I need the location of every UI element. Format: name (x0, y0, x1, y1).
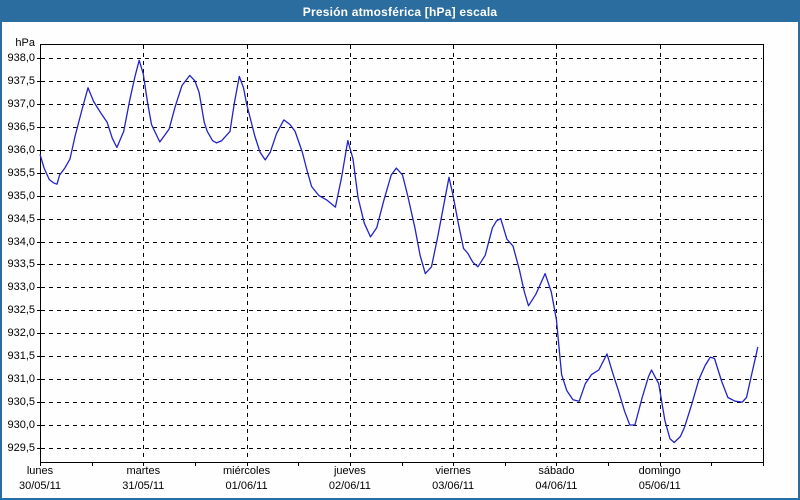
y-tick-label: 937,0 (7, 97, 35, 110)
y-axis-unit-label: hPa (15, 37, 35, 49)
y-tick-label: 933,0 (7, 281, 35, 294)
y-tick-label: 936,0 (7, 143, 35, 156)
day-date: 05/06/11 (638, 480, 681, 492)
day-date: 30/05/11 (18, 480, 62, 492)
y-tick-label: 938,0 (7, 52, 35, 64)
pressure-line-series (39, 59, 759, 444)
day-name: domingo (638, 465, 681, 477)
day-name: sábado (538, 465, 575, 477)
y-tick-label: 937,5 (7, 74, 35, 87)
x-day-label: viernes 03/06/11 (432, 464, 474, 494)
y-tick-label: 932,0 (7, 327, 35, 340)
y-tick-label: 935,0 (7, 189, 35, 202)
y-tick-label: 932,5 (7, 304, 35, 317)
day-date: 01/06/11 (225, 480, 268, 492)
y-tick-label: 934,5 (7, 212, 35, 225)
x-day-label: martes 31/05/11 (122, 464, 164, 494)
day-name: miércoles (223, 465, 271, 477)
day-date: 02/06/11 (328, 480, 371, 492)
day-date: 03/06/11 (432, 480, 475, 492)
day-name: lunes (26, 465, 54, 477)
x-day-label: domingo 05/06/11 (639, 464, 681, 494)
y-tick-label: 931,0 (7, 373, 35, 386)
y-tick-label: 930,5 (7, 396, 35, 409)
plot-area (37, 44, 764, 466)
day-name: martes (126, 465, 161, 477)
y-tick-label: 936,5 (7, 120, 35, 133)
y-tick-label: 930,0 (7, 419, 35, 432)
day-date: 04/06/11 (535, 480, 578, 492)
day-name: viernes (435, 465, 471, 477)
y-tick-label: 929,5 (7, 441, 35, 454)
y-tick-label: 935,5 (7, 166, 35, 179)
y-tick-label: 933,5 (7, 258, 35, 271)
day-name: jueves (333, 465, 366, 477)
x-day-label: jueves 02/06/11 (329, 464, 371, 494)
x-day-label: sábado 04/06/11 (535, 464, 577, 494)
day-date: 31/05/11 (122, 480, 165, 492)
chart-title: Presión atmosférica [hPa] escala (302, 5, 498, 19)
chart-title-bar: Presión atmosférica [hPa] escala (2, 2, 798, 22)
x-day-label: lunes 30/05/11 (19, 464, 61, 494)
x-day-label: miércoles 01/06/11 (223, 464, 270, 494)
y-tick-label: 934,0 (7, 235, 35, 248)
y-tick-label: 931,5 (7, 350, 35, 363)
plot-border (40, 44, 764, 463)
